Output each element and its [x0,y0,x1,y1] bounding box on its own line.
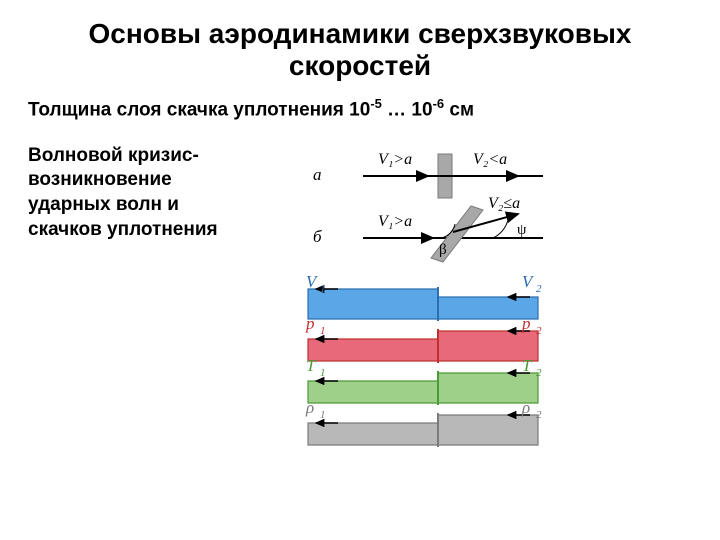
body-text: Волновой кризис- возникновение ударных в… [28,144,288,504]
svg-text:а: а [313,165,322,184]
svg-text:2: 2 [536,283,542,295]
svg-text:1: 1 [320,283,326,295]
svg-text:ρ: ρ [521,398,530,417]
svg-text:1: 1 [320,367,326,379]
svg-text:V₂≤a: V₂≤a [488,195,520,212]
svg-text:T: T [522,356,533,375]
svg-text:2: 2 [536,409,542,421]
svg-text:V: V [522,272,535,291]
svg-text:p: p [521,314,531,333]
svg-text:V₂<a: V₂<a [473,151,507,168]
svg-text:V: V [306,272,319,291]
svg-text:б: б [313,227,322,246]
subtitle: Толщина слоя скачка уплотнения 10-5 … 10… [28,96,692,121]
svg-text:1: 1 [320,409,326,421]
svg-text:2: 2 [536,325,542,337]
svg-text:β: β [439,242,447,258]
svg-text:ψ: ψ [517,222,527,238]
svg-text:T: T [306,356,317,375]
diagram: аV₁>aV₂<aбβψV₁>aV₂≤aV1V2p1p2T1T2ρ1ρ2 [288,144,692,504]
svg-text:V₁>a: V₁>a [378,213,412,230]
svg-text:p: p [305,314,315,333]
page-title: Основы аэродинамики сверхзвуковыхскорост… [28,18,692,82]
svg-text:1: 1 [320,325,326,337]
svg-text:2: 2 [536,367,542,379]
svg-text:V₁>a: V₁>a [378,151,412,168]
svg-text:ρ: ρ [305,398,314,417]
